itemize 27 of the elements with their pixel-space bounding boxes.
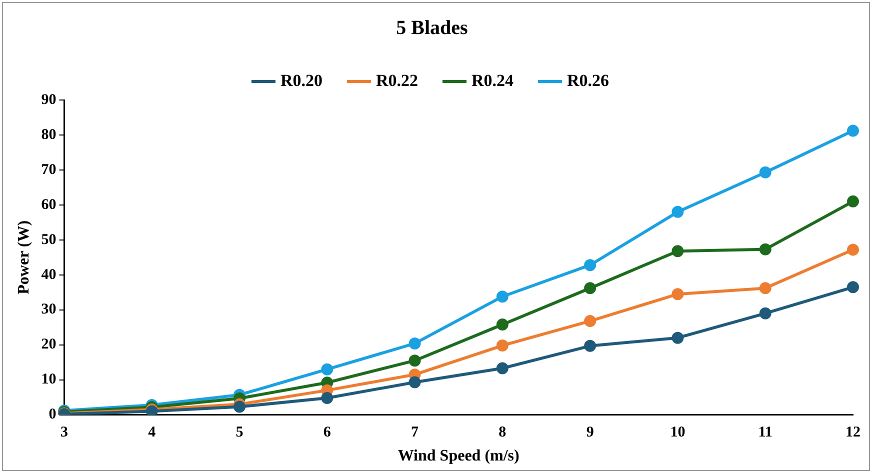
y-tick-label: 70 xyxy=(41,162,56,178)
y-tick-label: 50 xyxy=(41,232,56,248)
legend-label: R0.22 xyxy=(376,70,418,90)
y-tick-label: 0 xyxy=(48,406,56,423)
y-tick-label: 60 xyxy=(41,196,56,213)
legend-label: R0.26 xyxy=(567,70,610,90)
y-tick-label: 90 xyxy=(41,92,56,108)
x-tick-label: 12 xyxy=(846,424,860,441)
x-tick-label: 3 xyxy=(60,424,68,441)
chart-title: 5 Blades xyxy=(396,17,468,40)
legend-label: R0.20 xyxy=(280,70,322,90)
y-tick-label: 80 xyxy=(41,126,56,143)
legend-label: R0.24 xyxy=(472,70,514,90)
y-tick-label: 30 xyxy=(41,302,56,318)
x-axis-title: Wind Speed (m/s) xyxy=(398,448,520,465)
y-tick-label: 40 xyxy=(41,266,56,283)
x-tick-label: 8 xyxy=(498,424,506,441)
x-tick-label: 7 xyxy=(411,424,420,441)
y-tick-label: 10 xyxy=(41,372,56,388)
x-tick-label: 4 xyxy=(148,424,156,441)
x-tick-label: 6 xyxy=(323,424,332,441)
x-tick-label: 10 xyxy=(670,424,686,441)
x-tick-label: 11 xyxy=(758,424,772,441)
x-tick-label: 5 xyxy=(236,424,244,441)
y-axis-title: Power (W) xyxy=(16,220,33,294)
y-tick-label: 20 xyxy=(41,336,56,353)
x-tick-label: 9 xyxy=(586,424,594,441)
